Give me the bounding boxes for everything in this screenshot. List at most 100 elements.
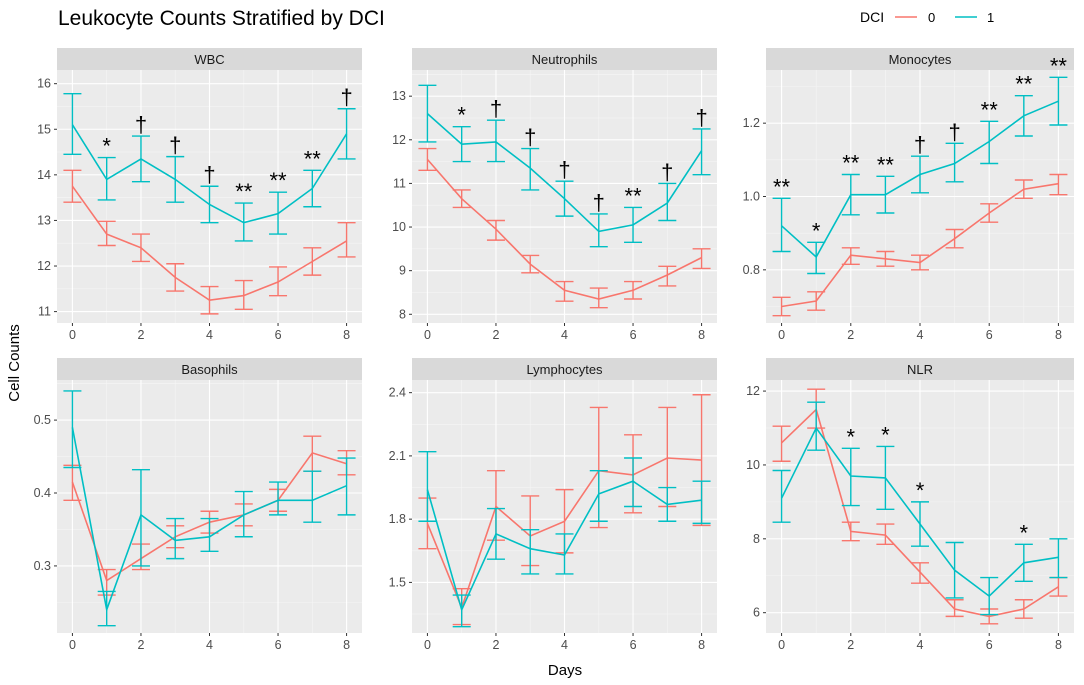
panel-wbc: WBC 11 12 13 14 15 16 0 2 4 6 8 * † † † ** ** ** † — [37, 48, 362, 342]
significance-marker: * — [102, 134, 111, 159]
significance-marker: ** — [981, 97, 999, 122]
errorbar-dci-1-day-6 — [269, 481, 288, 516]
significance-marker: ** — [624, 183, 642, 208]
significance-marker: ** — [269, 168, 287, 193]
errorbar-dci-0-day-2 — [131, 233, 150, 263]
x-tick-label: 2 — [137, 328, 144, 342]
errorbar-dci-1-day-4 — [555, 180, 574, 217]
strip-label-neutrophils: Neutrophils — [532, 52, 598, 67]
series-dci-1-nlr — [772, 401, 1068, 616]
errorbar-dci-1-day-3 — [166, 517, 185, 560]
chart-title: Leukocyte Counts Stratified by DCI — [58, 7, 385, 30]
significance-marker: † — [695, 105, 707, 130]
errorbar-dci-0-day-7 — [658, 265, 677, 287]
y-tick-label: 16 — [37, 77, 51, 91]
errorbar-dci-1-day-1 — [452, 594, 471, 628]
series-dci-1-wbc — [63, 93, 356, 242]
errorbar-dci-0-day-3 — [521, 254, 540, 274]
legend-label-dci-0: 0 — [928, 10, 935, 25]
series-dci-1-neutrophils — [418, 84, 711, 248]
errorbar-dci-1-day-5 — [945, 142, 964, 183]
errorbar-dci-1-day-5 — [589, 213, 608, 248]
errorbar-dci-1-day-3 — [876, 445, 895, 510]
errorbar-dci-0-day-3 — [876, 250, 895, 267]
errorbar-dci-1-day-8 — [1049, 538, 1068, 579]
series-dci-1-lymphocytes — [418, 450, 711, 628]
errorbar-dci-0-day-5 — [589, 287, 608, 309]
errorbar-dci-1-day-2 — [486, 119, 505, 163]
errorbar-dci-1-day-5 — [945, 541, 964, 599]
series-dci-0-nlr — [772, 388, 1068, 625]
x-tick-label: 0 — [778, 328, 785, 342]
significance-marker: † — [340, 85, 352, 110]
x-tick-label: 6 — [630, 328, 637, 342]
errorbar-dci-1-day-3 — [876, 175, 895, 214]
y-tick-label: 8 — [399, 307, 406, 321]
x-tick-label: 0 — [424, 638, 431, 652]
series-dci-0-monocytes — [772, 173, 1068, 317]
significance-marker: † — [524, 125, 536, 150]
x-tick-label: 0 — [69, 638, 76, 652]
x-tick-label: 8 — [343, 638, 350, 652]
errorbar-dci-0-day-0 — [772, 425, 791, 462]
errorbar-dci-1-day-1 — [97, 156, 116, 201]
series-dci-0-wbc — [63, 169, 356, 315]
errorbar-dci-1-day-4 — [200, 185, 219, 224]
strip-label-wbc: WBC — [194, 52, 224, 67]
y-tick-label: 0.8 — [743, 263, 760, 277]
y-axis-title: Cell Counts — [6, 324, 23, 402]
errorbar-dci-0-day-7 — [1014, 599, 1033, 619]
errorbar-dci-1-day-4 — [200, 517, 219, 553]
errorbar-dci-1-day-0 — [63, 93, 82, 156]
y-tick-label: 0.4 — [34, 486, 51, 500]
x-tick-label: 2 — [492, 638, 499, 652]
errorbar-dci-1-day-8 — [1049, 76, 1068, 126]
errorbar-dci-0-day-4 — [911, 254, 929, 271]
significance-marker: † — [169, 133, 181, 158]
y-tick-label: 10 — [392, 220, 406, 234]
strip-nlr — [766, 358, 1074, 380]
strip-label-monocytes: Monocytes — [889, 52, 952, 67]
errorbar-dci-0-day-6 — [624, 280, 643, 300]
strip-neutrophils — [412, 48, 717, 70]
errorbar-dci-1-day-4 — [911, 501, 929, 547]
strip-label-lymphocytes: Lymphocytes — [526, 362, 603, 377]
errorbar-dci-1-day-3 — [521, 147, 540, 191]
x-tick-label: 4 — [561, 638, 568, 652]
significance-marker: ** — [1050, 53, 1068, 78]
y-tick-label: 13 — [37, 213, 51, 227]
errorbar-dci-0-day-4 — [200, 285, 219, 315]
errorbar-dci-1-day-0 — [772, 197, 791, 253]
x-tick-label: 8 — [698, 328, 705, 342]
strip-wbc — [57, 48, 362, 70]
errorbar-dci-1-day-1 — [807, 401, 826, 451]
errorbar-dci-1-day-6 — [624, 457, 643, 508]
errorbar-dci-1-day-8 — [692, 128, 711, 176]
legend: DCI 0 1 — [860, 9, 994, 25]
y-tick-label: 6 — [753, 606, 760, 620]
series-dci-1-monocytes — [772, 76, 1068, 275]
errorbar-dci-0-day-5 — [234, 279, 253, 311]
errorbar-dci-1-day-8 — [337, 457, 356, 516]
series-dci-1-basophils — [63, 390, 356, 627]
errorbar-dci-1-day-7 — [303, 169, 322, 208]
errorbar-dci-1-day-2 — [841, 173, 860, 216]
strip-monocytes — [766, 48, 1074, 70]
significance-marker: † — [948, 119, 960, 144]
errorbar-dci-0-day-2 — [841, 247, 860, 266]
errorbar-dci-0-day-8 — [337, 222, 356, 258]
y-tick-label: 13 — [392, 89, 406, 103]
errorbar-dci-1-day-6 — [269, 191, 288, 235]
y-tick-label: 1.0 — [743, 190, 760, 204]
y-tick-label: 9 — [399, 264, 406, 278]
errorbar-dci-0-day-3 — [876, 523, 895, 546]
strip-basophils — [57, 358, 362, 380]
errorbar-dci-1-day-2 — [841, 447, 860, 507]
significance-marker: * — [812, 218, 821, 243]
errorbar-dci-1-day-0 — [772, 469, 791, 523]
significance-marker: † — [203, 162, 215, 187]
y-tick-label: 12 — [392, 133, 406, 147]
errorbar-dci-1-day-0 — [63, 390, 82, 469]
y-tick-label: 8 — [753, 532, 760, 546]
x-tick-label: 0 — [424, 328, 431, 342]
